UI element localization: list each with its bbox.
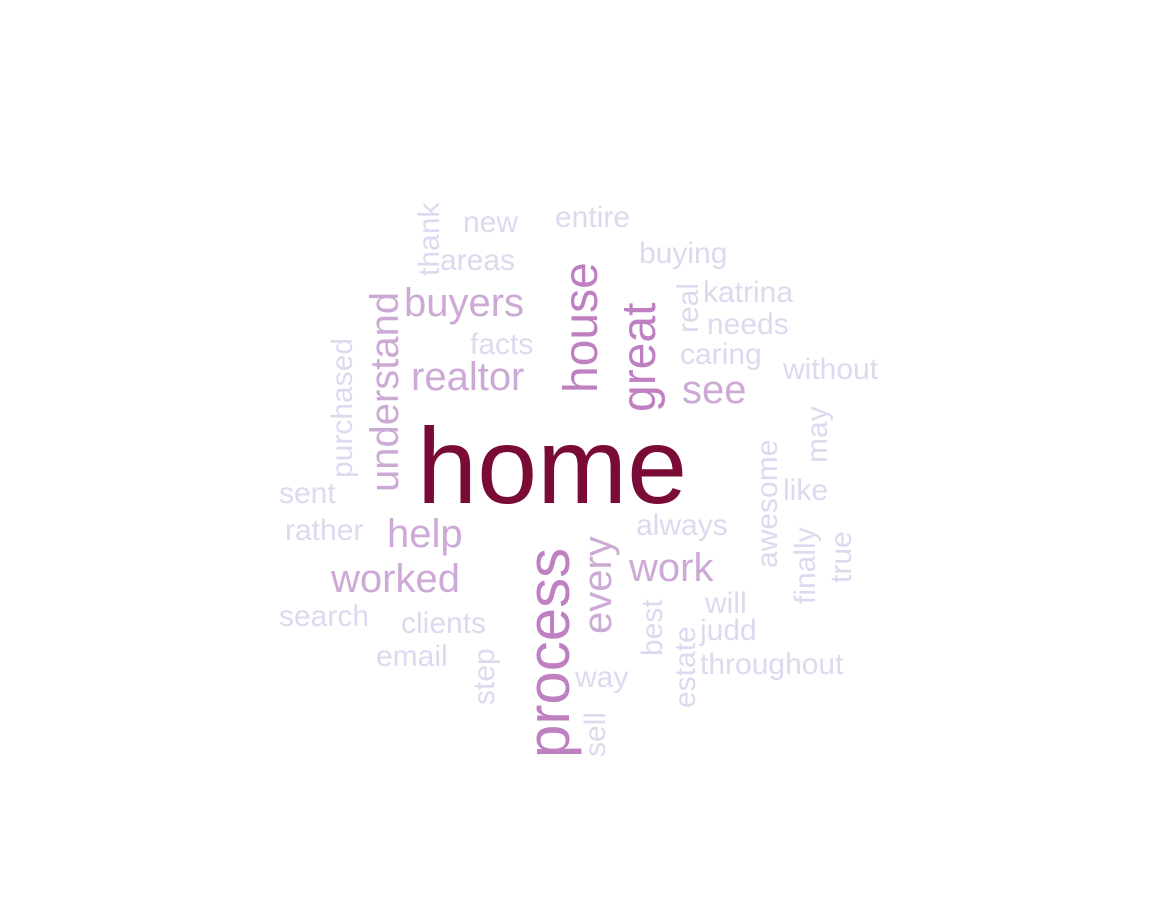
word-like: like: [783, 474, 828, 507]
word-rather: rather: [285, 514, 363, 547]
word-see: see: [682, 368, 747, 412]
word-home: home: [417, 405, 687, 526]
word-real: real: [672, 283, 705, 333]
word-clients: clients: [401, 607, 486, 640]
word-worked: worked: [330, 557, 460, 601]
word-understand: understand: [363, 292, 407, 492]
word-work: work: [628, 546, 714, 590]
word-great: great: [613, 303, 666, 412]
word-buyers: buyers: [404, 281, 524, 325]
word-purchased: purchased: [326, 338, 359, 478]
word-realtor: realtor: [411, 355, 524, 399]
word-always: always: [636, 509, 728, 542]
word-search: search: [279, 600, 369, 633]
word-facts: facts: [470, 328, 533, 361]
word-estate: estate: [669, 626, 702, 708]
word-buying: buying: [639, 237, 727, 270]
word-may: may: [801, 406, 834, 463]
word-new: new: [463, 206, 518, 239]
word-email: email: [376, 640, 448, 673]
word-sent: sent: [279, 477, 336, 510]
word-entire: entire: [555, 201, 630, 234]
word-awesome: awesome: [751, 440, 784, 568]
word-caring: caring: [680, 338, 762, 371]
word-true: true: [825, 531, 858, 583]
word-every: every: [576, 536, 620, 634]
word-needs: needs: [707, 308, 789, 341]
word-process: process: [515, 548, 582, 758]
word-will: will: [704, 587, 747, 620]
word-step: step: [468, 648, 501, 705]
word-areas: areas: [440, 244, 515, 277]
word-sell: sell: [579, 712, 612, 757]
word-throughout: throughout: [700, 648, 844, 681]
word-judd: judd: [699, 614, 757, 647]
word-thank: thank: [413, 202, 446, 276]
word-finally: finally: [789, 527, 822, 604]
word-house: house: [555, 262, 608, 393]
word-way: way: [574, 661, 628, 694]
word-best: best: [636, 599, 669, 656]
word-help: help: [387, 512, 463, 556]
word-katrina: katrina: [703, 276, 793, 309]
word-without: without: [782, 353, 879, 386]
